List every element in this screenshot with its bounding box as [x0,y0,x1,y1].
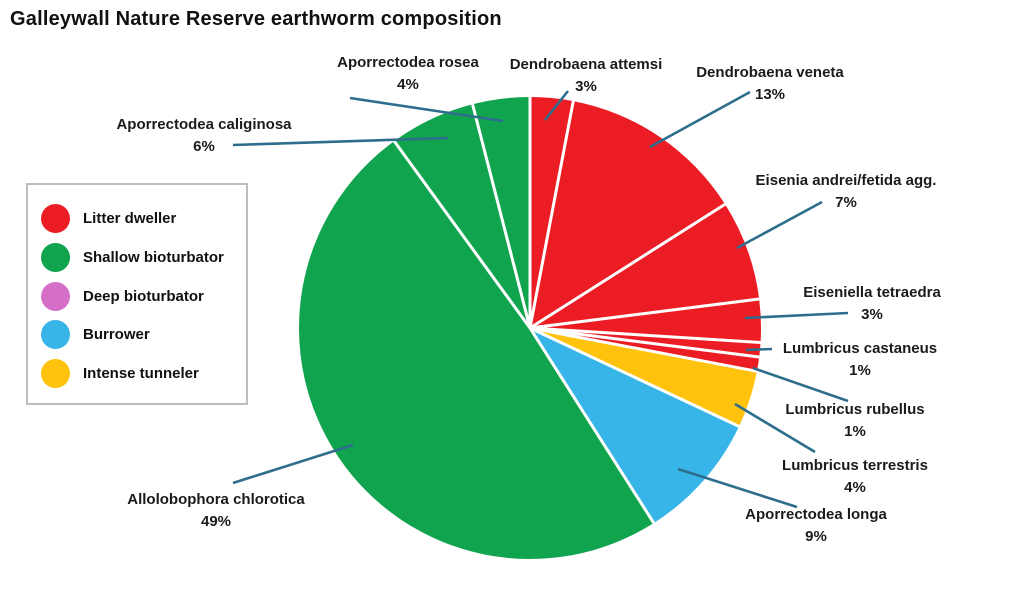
legend-label: Burrower [83,326,150,344]
slice-separator [529,326,760,359]
leader-line-aporrectodea-longa [677,467,798,509]
pie-slice-eiseniella-tetraedra [530,299,761,343]
slice-separator [471,103,532,329]
leader-line-lumbricus-castaneus [745,347,773,352]
legend-swatch-circle [41,320,70,350]
pie-slice-eisenia-andrei-fetida [530,204,760,328]
legend-swatch-circle [41,359,70,388]
legend-item-litter-dweller: Litter dweller [41,204,234,233]
leader-line-allolobophora-chlorotica [232,443,354,485]
legend-label: Shallow bioturbator [83,248,224,266]
leader-line-aporrectodea-caliginosa [232,136,449,147]
legend-label: Intense tunneler [83,365,199,382]
slice-separator [393,140,532,329]
slice-separator [529,297,760,330]
leader-line-lumbricus-rubellus [752,366,849,403]
leader-line-dendrobaena-attemsi [543,90,570,121]
legend-item-deep-bioturbator: Deep bioturbator [41,281,234,311]
legend: Litter dweller Shallow bioturbator Deep … [26,183,248,405]
slice-separator [529,326,761,344]
leader-line-eiseniella-tetraedra [744,311,849,320]
legend-label: Litter dweller [83,210,177,227]
legend-item-shallow-bioturbator: Shallow bioturbator [41,242,234,272]
legend-label: Deep bioturbator [83,287,204,305]
legend-swatch-circle [41,204,70,233]
slice-separator [529,326,740,428]
pie-slice-lumbricus-terrestris [530,328,757,427]
slice-separator [529,326,758,373]
slice-separator [528,100,575,329]
legend-item-burrower: Burrower [41,320,234,350]
legend-item-intense-tunneler: Intense tunneler [41,359,234,388]
leader-line-dendrobaena-veneta [649,90,751,149]
slice-separator [529,202,726,330]
leader-line-aporrectodea-rosea [349,96,504,123]
chart-title: Galleywall Nature Reserve earthworm comp… [10,8,502,30]
leader-line-lumbricus-terrestris [734,402,816,454]
leader-line-eisenia-andrei-fetida [736,200,823,250]
slice-separator [528,327,656,524]
pie-slice-dendrobaena-veneta [530,101,726,328]
pie-slice-aporrectodea-caliginosa [394,104,530,328]
legend-swatch-circle [41,281,70,311]
legend-swatch-circle [41,242,70,272]
pie-slice-allolobophora-chlorotica [298,141,654,560]
pie-slice-aporrectodea-longa [530,328,740,524]
